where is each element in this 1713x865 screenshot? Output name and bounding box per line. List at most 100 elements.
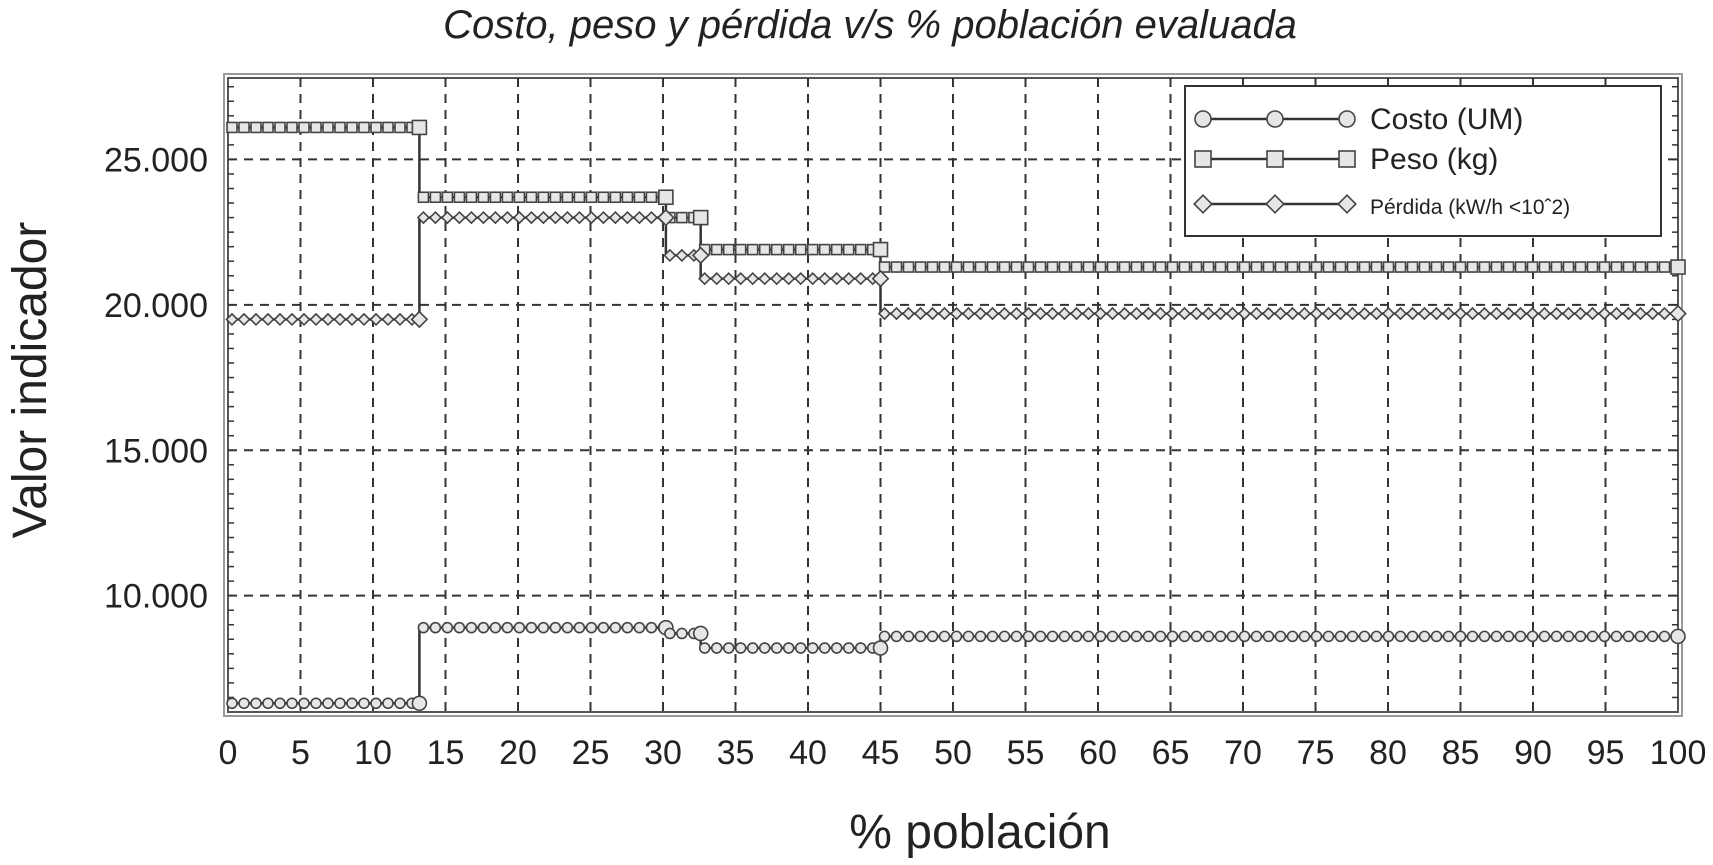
data-point xyxy=(1022,630,1035,643)
data-point xyxy=(1634,261,1647,273)
data-point xyxy=(746,642,759,654)
data-point xyxy=(585,191,598,204)
data-point xyxy=(1322,630,1335,643)
data-point xyxy=(1465,306,1480,321)
data-point xyxy=(334,697,346,710)
data-point xyxy=(1538,261,1551,273)
data-point xyxy=(914,261,927,273)
data-point xyxy=(1286,630,1299,643)
data-point xyxy=(452,210,467,225)
data-point xyxy=(1298,630,1311,643)
data-point xyxy=(286,121,298,134)
data-point xyxy=(913,306,928,321)
data-point xyxy=(1430,630,1443,643)
data-point xyxy=(1406,261,1419,273)
x-tick-label: 0 xyxy=(219,734,238,772)
data-point xyxy=(1334,261,1347,273)
data-point xyxy=(573,621,586,634)
data-point xyxy=(1537,306,1552,321)
data-point xyxy=(561,191,574,204)
plot-frame-outer xyxy=(223,73,1683,717)
data-point xyxy=(663,248,677,263)
data-point xyxy=(1237,306,1252,321)
data-point xyxy=(938,261,951,273)
data-point xyxy=(1250,630,1263,643)
data-point xyxy=(1466,630,1479,643)
data-point xyxy=(1634,630,1647,643)
data-point xyxy=(1034,261,1047,273)
data-point xyxy=(950,630,963,643)
data-point xyxy=(1490,261,1503,273)
data-point xyxy=(734,272,748,286)
data-point xyxy=(1633,306,1648,321)
data-point xyxy=(1010,630,1023,643)
data-point xyxy=(734,642,747,654)
data-point xyxy=(950,261,963,273)
data-point xyxy=(1190,261,1203,273)
data-point xyxy=(698,642,711,654)
data-point xyxy=(274,697,286,710)
data-point xyxy=(358,121,370,134)
data-point xyxy=(382,121,394,134)
data-point xyxy=(1238,261,1251,273)
data-point xyxy=(1657,306,1672,321)
data-point xyxy=(411,695,428,712)
data-point xyxy=(692,209,709,226)
data-point xyxy=(1310,261,1323,273)
data-point xyxy=(675,248,689,263)
data-point xyxy=(985,306,1000,321)
data-point xyxy=(890,630,903,643)
data-point xyxy=(842,642,855,654)
data-point xyxy=(476,210,491,225)
data-point xyxy=(722,243,735,256)
data-point xyxy=(441,621,454,634)
data-point xyxy=(973,306,988,321)
data-point xyxy=(411,119,428,136)
data-point xyxy=(770,272,784,286)
legend-marker xyxy=(1338,110,1356,128)
data-point xyxy=(1562,261,1575,273)
data-point xyxy=(926,261,939,273)
data-point xyxy=(758,272,772,286)
data-point xyxy=(889,306,904,321)
data-point xyxy=(1046,630,1059,643)
data-point xyxy=(1406,630,1419,643)
data-point xyxy=(1622,261,1635,273)
data-point xyxy=(322,697,334,710)
data-point xyxy=(1226,261,1239,273)
data-point xyxy=(734,243,747,256)
data-point xyxy=(453,621,466,634)
data-point xyxy=(250,697,262,710)
data-point xyxy=(1297,306,1312,321)
data-point xyxy=(1274,261,1287,273)
data-point xyxy=(357,312,371,327)
data-point xyxy=(1082,261,1095,273)
data-point xyxy=(1273,306,1288,321)
data-point xyxy=(1057,306,1072,321)
data-point xyxy=(309,312,323,327)
data-point xyxy=(1250,261,1263,273)
data-point xyxy=(632,210,647,225)
data-point xyxy=(692,625,709,642)
data-point xyxy=(818,243,831,256)
data-point xyxy=(549,191,562,204)
data-point xyxy=(501,621,514,634)
data-point xyxy=(1585,306,1600,321)
data-point xyxy=(249,312,263,327)
x-tick-label: 35 xyxy=(717,734,755,772)
data-point xyxy=(1094,630,1107,643)
data-point xyxy=(1525,306,1540,321)
data-point xyxy=(633,621,646,634)
data-point xyxy=(758,243,771,256)
data-point xyxy=(370,121,382,134)
data-point xyxy=(1669,304,1687,323)
data-point xyxy=(818,642,831,654)
data-point xyxy=(1538,630,1551,643)
data-point xyxy=(321,312,335,327)
data-point xyxy=(770,243,783,256)
data-point xyxy=(854,642,867,654)
data-point xyxy=(1345,306,1360,321)
data-point xyxy=(1226,630,1239,643)
data-point xyxy=(1526,630,1539,643)
data-point xyxy=(842,272,856,286)
